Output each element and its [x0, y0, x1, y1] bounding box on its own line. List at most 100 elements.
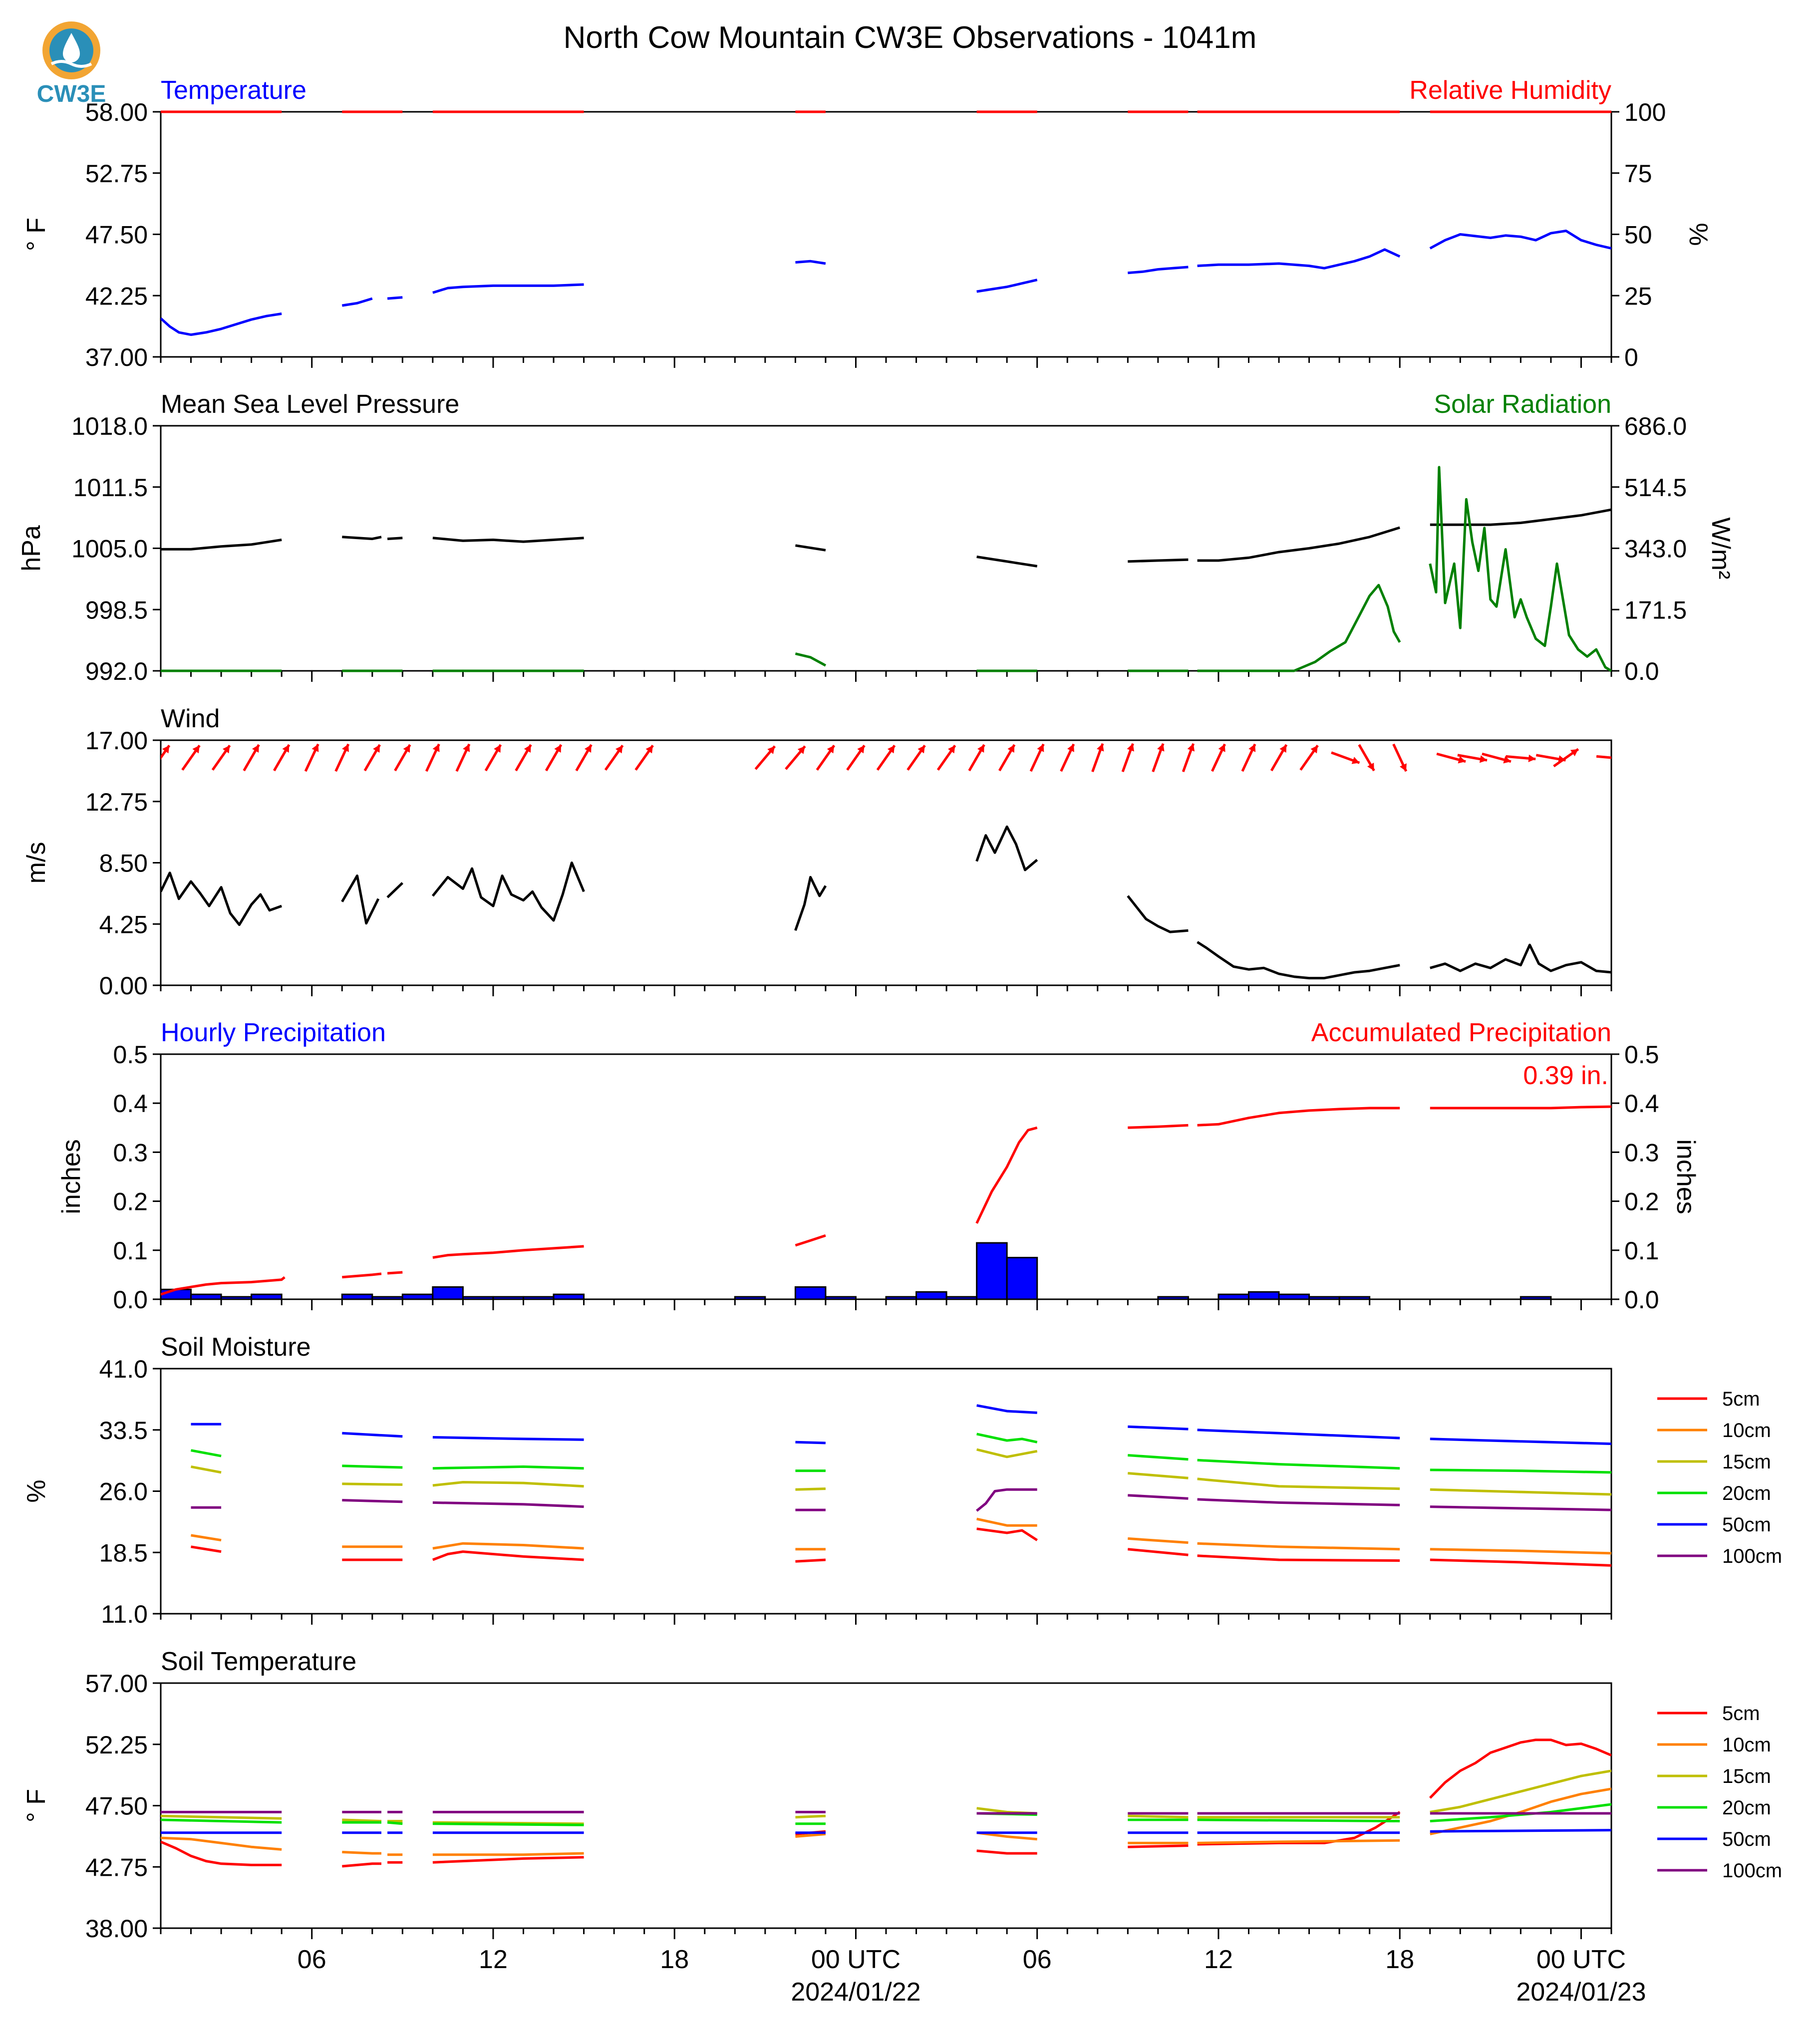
series-line-5cm	[191, 1545, 222, 1553]
y2-tick-label: 50	[1624, 221, 1652, 249]
series-line-0	[161, 871, 283, 926]
y2-tick-label: 343.0	[1624, 535, 1687, 563]
y-tick-label: 17.00	[85, 727, 148, 755]
wind-arrow-head	[827, 745, 835, 754]
y-tick-label: 1005.0	[71, 535, 148, 563]
precip-bar	[190, 1293, 222, 1300]
y2-tick-label: 100	[1624, 98, 1666, 126]
series-line-10cm	[976, 1831, 1037, 1841]
series-line-0	[976, 279, 1038, 293]
logo-drop-icon	[63, 33, 80, 62]
y-tick-label: 37.00	[85, 343, 148, 371]
y2-tick-label: 0.3	[1624, 1139, 1659, 1166]
series-line-0	[432, 1245, 584, 1259]
wind-arrow-head	[463, 744, 470, 752]
series-line-100cm	[976, 1488, 1037, 1512]
legend-label: 100cm	[1722, 1860, 1782, 1882]
wind-arrow-head	[403, 745, 410, 753]
y-tick-label: 33.5	[99, 1417, 148, 1445]
y-tick-label: 26.0	[99, 1478, 148, 1506]
y2-axis-label: inches	[1671, 1139, 1700, 1214]
series-line-0	[1197, 941, 1400, 980]
panel-left-title: Soil Temperature	[161, 1647, 356, 1676]
wind-arrow-head	[1400, 763, 1407, 772]
panel-wind: 17.00 12.75 8.50 4.25 0.00 Wind m/s	[22, 704, 1626, 1000]
plot-frame	[160, 111, 1612, 358]
wind-arrow-head	[1248, 744, 1256, 752]
wind-arrow-head	[977, 745, 984, 753]
series-line-0	[161, 539, 282, 551]
series-line-15cm	[1430, 1769, 1611, 1813]
x-tick-label: 06	[1023, 1945, 1052, 1974]
series-line-5cm	[432, 1550, 584, 1561]
series-line-5cm	[1429, 1738, 1611, 1799]
y2-tick-label: 686.0	[1624, 412, 1687, 440]
logo-text: CW3E	[37, 81, 106, 107]
precip-bar	[341, 1293, 373, 1300]
panel-data	[161, 743, 1626, 980]
wind-arrow-head	[1570, 749, 1578, 757]
y2-axis-label: %	[1684, 223, 1713, 246]
wind-arrow-head	[554, 745, 562, 753]
series-line-0	[387, 1271, 403, 1275]
precip-bar	[1338, 1296, 1371, 1300]
series-line-100cm	[342, 1499, 403, 1503]
wind-arrow-head	[494, 745, 501, 753]
y2-tick-label: 0.0	[1624, 1286, 1659, 1314]
wind-arrow-head	[1187, 743, 1195, 752]
series-line-5cm	[161, 1840, 282, 1866]
series-line-10cm	[161, 1836, 282, 1851]
series-line-0	[1128, 266, 1189, 275]
y-axis-label: ° F	[22, 218, 51, 251]
series-line-0	[341, 297, 373, 307]
panel-pres: 1018.0 1011.5 1005.0 998.5 992.0 686.0 514.5 34…	[17, 390, 1735, 685]
panel-left-title: Hourly Precipitation	[161, 1018, 386, 1047]
series-line-50cm	[1197, 1429, 1400, 1440]
y-tick-label: 1011.5	[73, 474, 148, 502]
panel-left-title: Temperature	[161, 76, 306, 105]
series-line-0	[386, 882, 404, 898]
wind-arrow-head	[767, 746, 775, 754]
series-line-50cm	[1128, 1425, 1189, 1431]
wind-arrow-head	[1367, 762, 1374, 771]
series-line-10cm	[1430, 1787, 1611, 1835]
wind-arrow-head	[917, 745, 925, 754]
y-axis-label: inches	[57, 1139, 86, 1214]
y-tick-label: 998.5	[85, 596, 148, 624]
series-line-15cm	[342, 1482, 403, 1486]
wind-arrow-head	[1619, 755, 1626, 762]
wind-arrow	[1596, 755, 1611, 759]
y-tick-label: 0.0	[113, 1286, 148, 1314]
cw3e-logo: CW3E	[24, 18, 119, 108]
series-line-20cm	[1197, 1818, 1400, 1822]
series-line-5cm	[976, 1849, 1037, 1855]
series-line-15cm	[432, 1821, 584, 1825]
series-line-15cm	[1128, 1814, 1189, 1819]
series-line-5cm	[795, 1558, 826, 1563]
precip-bar	[1248, 1291, 1280, 1300]
series-line-0	[795, 260, 826, 265]
series-line-0	[795, 544, 826, 552]
wind-arrow-head	[282, 745, 290, 753]
series-line-0	[431, 862, 585, 922]
legend-label: 5cm	[1722, 1388, 1760, 1410]
x-tick-date-label: 2024/01/23	[1516, 1978, 1646, 2007]
series-line-15cm	[1430, 1488, 1611, 1496]
series-line-100cm	[1128, 1494, 1189, 1500]
series-line-5cm	[1430, 1558, 1611, 1567]
series-line-20cm	[342, 1464, 403, 1469]
panel-data	[161, 110, 1611, 336]
series-line-20cm	[387, 1821, 403, 1825]
wind-arrow-head	[1279, 745, 1287, 753]
y2-axis-label: W/m²	[1706, 517, 1735, 579]
legend-label: 10cm	[1722, 1734, 1771, 1756]
y-tick-label: 11.0	[101, 1600, 148, 1628]
legend-label: 20cm	[1722, 1797, 1771, 1819]
series-line-0	[976, 556, 1038, 568]
wind-arrow-head	[1503, 756, 1511, 764]
legend: 5cm 10cm 15cm 20cm 50cm 100cm	[1657, 1388, 1782, 1567]
precip-bar	[1308, 1296, 1340, 1300]
y-tick-label: 42.75	[85, 1853, 148, 1881]
series-line-50cm	[1430, 1829, 1611, 1833]
wind-arrow-head	[192, 745, 200, 754]
